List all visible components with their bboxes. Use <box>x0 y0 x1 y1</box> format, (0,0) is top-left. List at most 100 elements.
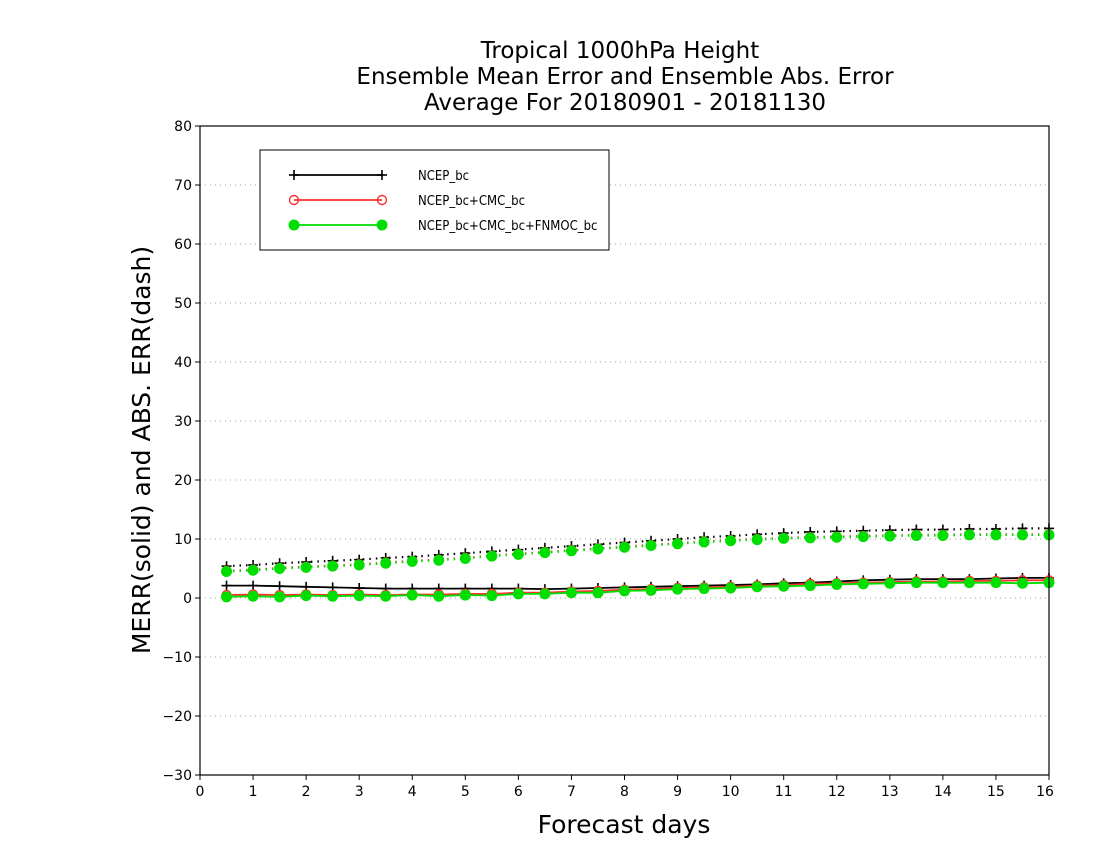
legend-marker-ncep-cmc <box>288 194 300 206</box>
ncep-cmc-fnmoc-abs-err-point <box>353 559 365 571</box>
legend-marker-ncep-cmc-fnmoc <box>376 219 388 231</box>
ncep-cmc-fnmoc-merr-point <box>380 590 392 602</box>
y-tick-label: 0 <box>183 591 192 607</box>
ncep-cmc-fnmoc-merr-point <box>274 591 286 603</box>
x-tick-label: 13 <box>881 784 899 800</box>
x-axis-label: Forecast days <box>538 810 711 839</box>
ncep-cmc-fnmoc-abs-err-point <box>857 531 869 543</box>
x-tick-label: 8 <box>620 784 629 800</box>
plot-area <box>221 523 1055 603</box>
ncep-merr-point <box>248 580 259 591</box>
ncep-cmc-fnmoc-abs-err-point <box>884 530 896 542</box>
ncep-cmc-fnmoc-merr-point <box>831 578 843 590</box>
x-tick-label: 4 <box>408 784 417 800</box>
ncep-cmc-fnmoc-merr-point <box>910 577 922 589</box>
ncep-cmc-fnmoc-merr-point <box>778 580 790 592</box>
ncep-cmc-fnmoc-merr-point <box>486 590 498 602</box>
ncep-cmc-fnmoc-merr-point <box>1016 577 1028 589</box>
ncep-cmc-fnmoc-abs-err-point <box>804 532 816 544</box>
ncep-cmc-fnmoc-merr-point <box>592 587 604 599</box>
legend: NCEP_bc NCEP_bc+CMC_bc NCEP_bc+CMC_bc+FN… <box>259 149 610 251</box>
ncep-cmc-fnmoc-abs-err-point <box>512 548 524 560</box>
x-tick-label: 6 <box>514 784 523 800</box>
x-tick-label: 5 <box>461 784 470 800</box>
ncep-cmc-fnmoc-abs-err-point <box>300 561 312 573</box>
chart-title-line-1: Tropical 1000hPa Height <box>480 38 760 64</box>
ncep-cmc-fnmoc-merr-point <box>884 577 896 589</box>
ncep-cmc-fnmoc-merr-point <box>221 591 233 603</box>
ncep-cmc-fnmoc-merr-point <box>751 581 763 593</box>
ncep-cmc-fnmoc-merr-point <box>698 583 710 595</box>
chart-title-line-2: Ensemble Mean Error and Ensemble Abs. Er… <box>356 64 894 90</box>
legend-swatches <box>288 170 388 231</box>
ncep-merr-point <box>221 580 232 591</box>
y-axis-ticks: −30 −20 −10 0 10 20 30 40 50 60 70 80 <box>162 119 200 784</box>
legend-label-ncep: NCEP_bc <box>418 169 469 184</box>
ncep-cmc-fnmoc-merr-point <box>619 585 630 597</box>
y-tick-label: 40 <box>174 355 192 371</box>
x-tick-label: 10 <box>722 784 740 800</box>
ncep-cmc-fnmoc-merr-point <box>327 590 339 602</box>
ncep-cmc-fnmoc-abs-err-point <box>539 547 551 559</box>
ncep-cmc-fnmoc-abs-err-point <box>725 535 737 547</box>
y-tick-label: 20 <box>174 473 192 489</box>
y-tick-label: 30 <box>174 414 192 430</box>
ncep-cmc-fnmoc-abs-err-point <box>274 563 286 574</box>
ncep-cmc-fnmoc-abs-err-line <box>226 533 1049 573</box>
ncep-cmc-fnmoc-abs-err-point <box>486 550 498 562</box>
x-tick-label: 12 <box>828 784 846 800</box>
ncep-cmc-fnmoc-merr-point <box>937 577 949 589</box>
ncep-cmc-fnmoc-merr-point <box>539 588 551 600</box>
ncep-cmc-fnmoc-abs-err-point <box>645 539 657 551</box>
ncep-cmc-fnmoc-abs-err-point <box>221 565 233 577</box>
x-tick-label: 15 <box>987 784 1005 800</box>
y-tick-label: 70 <box>174 178 192 194</box>
ncep-cmc-fnmoc-abs-err-point <box>380 557 392 569</box>
ncep-cmc-fnmoc-merr-point <box>300 590 312 602</box>
ncep-cmc-fnmoc-abs-err-point <box>698 536 710 548</box>
ncep-cmc-fnmoc-abs-err-point <box>831 531 843 543</box>
ncep-cmc-fnmoc-merr-point <box>565 587 577 599</box>
legend-marker-ncep <box>289 170 299 180</box>
ncep-cmc-fnmoc-merr-point <box>512 588 524 600</box>
x-tick-label: 1 <box>249 784 258 800</box>
x-tick-label: 16 <box>1036 784 1054 800</box>
x-tick-label: 0 <box>196 784 205 800</box>
legend-marker-ncep <box>377 170 387 180</box>
ncep-cmc-fnmoc-merr-point <box>672 583 684 595</box>
ncep-cmc-fnmoc-merr-point <box>804 580 816 592</box>
ncep-cmc-fnmoc-abs-err-point <box>672 538 684 550</box>
ncep-cmc-fnmoc-merr-point <box>459 589 471 601</box>
ncep-cmc-fnmoc-merr-point <box>857 578 869 590</box>
ncep-cmc-fnmoc-abs-err-point <box>937 529 949 541</box>
y-tick-label: 50 <box>174 296 192 312</box>
y-tick-label: 60 <box>174 237 192 253</box>
ncep-cmc-fnmoc-merr-point <box>645 584 657 596</box>
ncep-cmc-fnmoc-abs-err-point <box>1016 529 1028 541</box>
y-tick-label: 80 <box>174 119 192 135</box>
ncep-merr-point <box>274 581 285 592</box>
x-tick-label: 3 <box>355 784 364 800</box>
ncep-cmc-fnmoc-abs-err-point <box>619 541 630 553</box>
y-tick-label: 10 <box>174 532 192 548</box>
legend-marker-ncep-cmc <box>376 194 388 206</box>
ncep-cmc-fnmoc-merr-point <box>353 590 365 602</box>
ncep-cmc-fnmoc-abs-err-point <box>327 560 339 572</box>
ncep-cmc-fnmoc-abs-err-point <box>565 545 577 557</box>
ncep-cmc-fnmoc-abs-err-point <box>592 543 604 555</box>
ncep-cmc-fnmoc-abs-err-point <box>751 534 763 546</box>
ncep-cmc-fnmoc-abs-err-point <box>406 555 418 567</box>
x-tick-label: 2 <box>302 784 311 800</box>
ncep-cmc-fnmoc-abs-err-point <box>459 552 471 564</box>
ncep-cmc-fnmoc-abs-err-point <box>247 564 259 576</box>
x-tick-label: 9 <box>673 784 682 800</box>
ncep-cmc-fnmoc-merr-point <box>963 577 975 589</box>
ncep-cmc-fnmoc-merr-point <box>433 590 445 602</box>
y-tick-label: −20 <box>162 709 192 725</box>
ncep-abs-err-line <box>226 527 1049 568</box>
ncep-cmc-fnmoc-abs-err-point <box>990 529 1002 541</box>
y-tick-label: −10 <box>162 650 192 666</box>
x-axis-ticks: 0 1 2 3 4 5 6 7 8 9 10 11 12 13 14 15 16 <box>196 775 1054 800</box>
legend-label-ncep-cmc: NCEP_bc+CMC_bc <box>418 194 525 209</box>
